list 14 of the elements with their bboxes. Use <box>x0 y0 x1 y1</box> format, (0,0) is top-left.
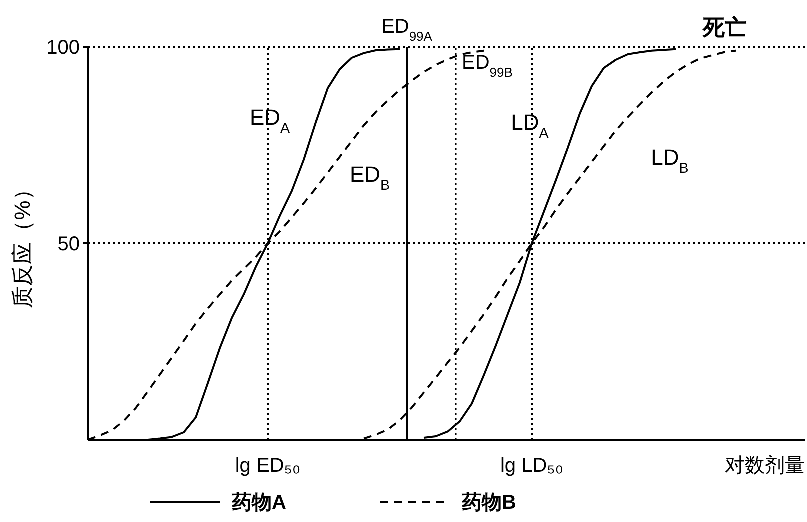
y-axis-title: 质反应（%） <box>10 178 35 308</box>
text: 死亡 <box>702 15 747 40</box>
legend-label: 药物A <box>231 492 286 514</box>
legend-label: 药物B <box>461 492 516 514</box>
annotation: LD$_{A}$ <box>511 110 550 142</box>
y-tick-label: 100 <box>46 37 80 59</box>
annotation: ED$_{B}$ <box>350 162 390 194</box>
annotation: LD$_{B}$ <box>651 145 689 177</box>
x-tick-label: lg LD₅₀ <box>500 455 564 477</box>
x-axis-title: 对数剂量 <box>725 455 805 477</box>
x-tick-label: lg ED₅₀ <box>235 455 301 477</box>
y-tick-label: 50 <box>58 234 80 256</box>
text: ED$_{99A}$ <box>382 16 433 44</box>
annotation: ED$_{99B}$ <box>462 52 513 80</box>
